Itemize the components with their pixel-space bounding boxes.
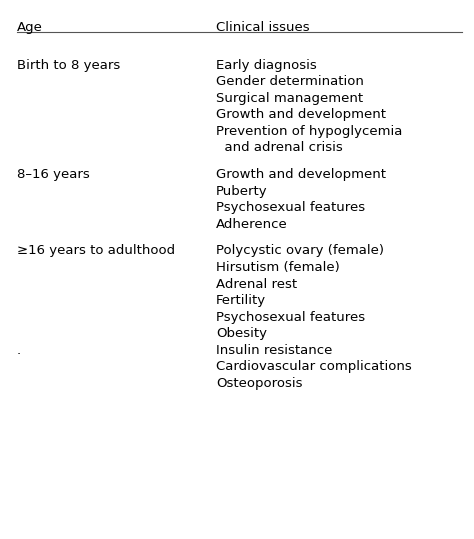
Text: Fertility: Fertility xyxy=(216,294,266,307)
Text: Cardiovascular complications: Cardiovascular complications xyxy=(216,360,412,373)
Text: Adherence: Adherence xyxy=(216,218,288,231)
Text: Obesity: Obesity xyxy=(216,327,267,340)
Text: Growth and development: Growth and development xyxy=(216,168,386,181)
Text: .: . xyxy=(17,344,21,357)
Text: Birth to 8 years: Birth to 8 years xyxy=(17,59,120,72)
Text: Gender determination: Gender determination xyxy=(216,75,364,88)
Text: Psychosexual features: Psychosexual features xyxy=(216,201,365,214)
Text: ≥16 years to adulthood: ≥16 years to adulthood xyxy=(17,244,175,258)
Text: Insulin resistance: Insulin resistance xyxy=(216,344,332,357)
Text: Osteoporosis: Osteoporosis xyxy=(216,377,302,390)
Text: Hirsutism (female): Hirsutism (female) xyxy=(216,261,340,274)
Text: Clinical issues: Clinical issues xyxy=(216,22,310,34)
Text: Prevention of hypoglycemia: Prevention of hypoglycemia xyxy=(216,125,402,138)
Text: Age: Age xyxy=(17,22,43,34)
Text: Puberty: Puberty xyxy=(216,185,267,198)
Text: Growth and development: Growth and development xyxy=(216,108,386,121)
Text: Early diagnosis: Early diagnosis xyxy=(216,59,317,72)
Text: 8–16 years: 8–16 years xyxy=(17,168,90,181)
Text: and adrenal crisis: and adrenal crisis xyxy=(216,141,343,155)
Text: Polycystic ovary (female): Polycystic ovary (female) xyxy=(216,244,384,258)
Text: Psychosexual features: Psychosexual features xyxy=(216,310,365,323)
Text: Surgical management: Surgical management xyxy=(216,92,363,105)
Text: Adrenal rest: Adrenal rest xyxy=(216,278,297,291)
